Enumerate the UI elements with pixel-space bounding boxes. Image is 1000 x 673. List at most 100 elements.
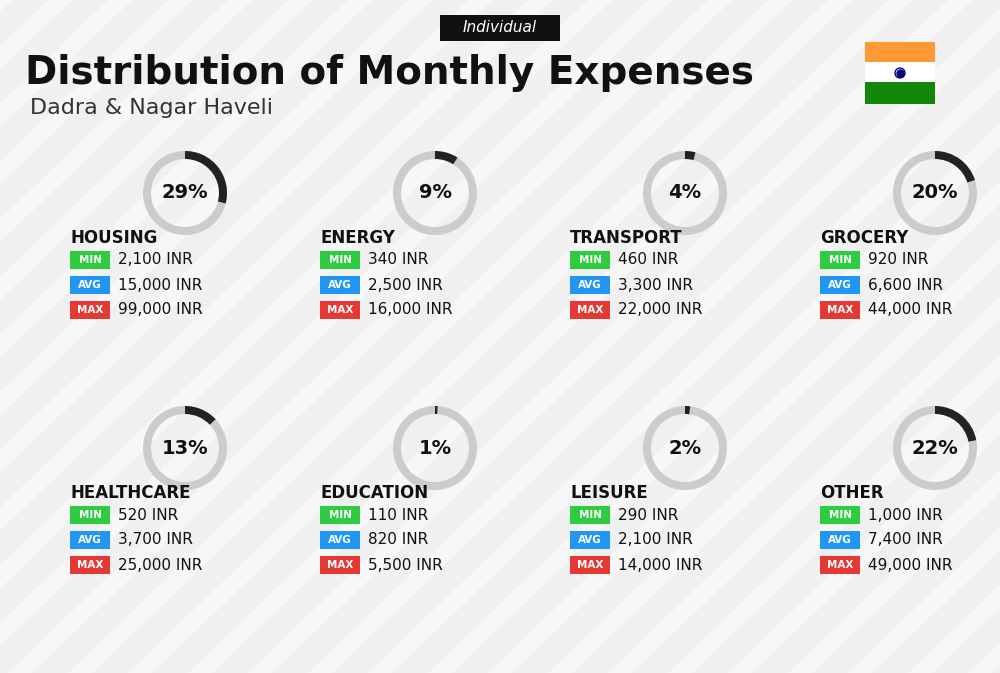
Text: 20%: 20% bbox=[912, 184, 958, 203]
Wedge shape bbox=[143, 151, 227, 235]
Text: AVG: AVG bbox=[578, 535, 602, 545]
FancyBboxPatch shape bbox=[820, 251, 860, 269]
Text: 110 INR: 110 INR bbox=[368, 507, 428, 522]
Text: 29%: 29% bbox=[162, 184, 208, 203]
FancyBboxPatch shape bbox=[320, 531, 360, 549]
Text: 13%: 13% bbox=[162, 439, 208, 458]
Text: AVG: AVG bbox=[78, 280, 102, 290]
Wedge shape bbox=[935, 406, 976, 441]
FancyBboxPatch shape bbox=[570, 531, 610, 549]
FancyBboxPatch shape bbox=[570, 276, 610, 294]
Wedge shape bbox=[685, 406, 690, 415]
FancyBboxPatch shape bbox=[320, 276, 360, 294]
FancyBboxPatch shape bbox=[440, 15, 560, 41]
Text: TRANSPORT: TRANSPORT bbox=[570, 229, 683, 247]
Text: 2,500 INR: 2,500 INR bbox=[368, 277, 443, 293]
Text: 2,100 INR: 2,100 INR bbox=[618, 532, 693, 548]
Text: MIN: MIN bbox=[328, 510, 352, 520]
Text: 1%: 1% bbox=[418, 439, 452, 458]
Text: 15,000 INR: 15,000 INR bbox=[118, 277, 202, 293]
Text: MAX: MAX bbox=[327, 305, 353, 315]
Text: Individual: Individual bbox=[463, 20, 537, 36]
Text: AVG: AVG bbox=[328, 280, 352, 290]
Text: 14,000 INR: 14,000 INR bbox=[618, 557, 702, 573]
Text: 920 INR: 920 INR bbox=[868, 252, 928, 267]
Text: MIN: MIN bbox=[78, 255, 102, 265]
Text: Distribution of Monthly Expenses: Distribution of Monthly Expenses bbox=[25, 54, 754, 92]
Text: EDUCATION: EDUCATION bbox=[320, 484, 428, 502]
Text: 820 INR: 820 INR bbox=[368, 532, 428, 548]
Text: 340 INR: 340 INR bbox=[368, 252, 428, 267]
Wedge shape bbox=[685, 151, 695, 160]
Text: 5,500 INR: 5,500 INR bbox=[368, 557, 443, 573]
Wedge shape bbox=[185, 406, 216, 425]
Text: MAX: MAX bbox=[327, 560, 353, 570]
Wedge shape bbox=[435, 151, 458, 164]
Text: 99,000 INR: 99,000 INR bbox=[118, 302, 203, 318]
FancyBboxPatch shape bbox=[320, 506, 360, 524]
FancyBboxPatch shape bbox=[70, 556, 110, 574]
Wedge shape bbox=[393, 406, 477, 490]
Text: 6,600 INR: 6,600 INR bbox=[868, 277, 943, 293]
Text: 7,400 INR: 7,400 INR bbox=[868, 532, 943, 548]
FancyBboxPatch shape bbox=[70, 531, 110, 549]
Text: MAX: MAX bbox=[577, 560, 603, 570]
FancyBboxPatch shape bbox=[570, 506, 610, 524]
FancyBboxPatch shape bbox=[820, 506, 860, 524]
FancyBboxPatch shape bbox=[320, 556, 360, 574]
FancyBboxPatch shape bbox=[570, 301, 610, 319]
Text: GROCERY: GROCERY bbox=[820, 229, 908, 247]
Text: AVG: AVG bbox=[828, 535, 852, 545]
FancyBboxPatch shape bbox=[865, 62, 935, 84]
Text: Dadra & Nagar Haveli: Dadra & Nagar Haveli bbox=[30, 98, 273, 118]
Text: 520 INR: 520 INR bbox=[118, 507, 178, 522]
Text: MIN: MIN bbox=[828, 255, 852, 265]
Text: 9%: 9% bbox=[418, 184, 452, 203]
Text: 1,000 INR: 1,000 INR bbox=[868, 507, 943, 522]
Text: 3,700 INR: 3,700 INR bbox=[118, 532, 193, 548]
Wedge shape bbox=[393, 151, 477, 235]
Text: 460 INR: 460 INR bbox=[618, 252, 678, 267]
Text: HEALTHCARE: HEALTHCARE bbox=[70, 484, 190, 502]
Text: LEISURE: LEISURE bbox=[570, 484, 648, 502]
Text: 2,100 INR: 2,100 INR bbox=[118, 252, 193, 267]
FancyBboxPatch shape bbox=[70, 276, 110, 294]
Wedge shape bbox=[143, 406, 227, 490]
FancyBboxPatch shape bbox=[820, 301, 860, 319]
Text: AVG: AVG bbox=[78, 535, 102, 545]
Wedge shape bbox=[435, 406, 438, 414]
FancyBboxPatch shape bbox=[865, 82, 935, 104]
Text: HOUSING: HOUSING bbox=[70, 229, 157, 247]
Wedge shape bbox=[185, 151, 227, 203]
Wedge shape bbox=[643, 151, 727, 235]
FancyBboxPatch shape bbox=[320, 301, 360, 319]
Wedge shape bbox=[935, 151, 975, 182]
Text: 44,000 INR: 44,000 INR bbox=[868, 302, 952, 318]
Text: MAX: MAX bbox=[77, 305, 103, 315]
Text: MIN: MIN bbox=[78, 510, 102, 520]
FancyBboxPatch shape bbox=[70, 506, 110, 524]
FancyBboxPatch shape bbox=[820, 556, 860, 574]
Text: 2%: 2% bbox=[668, 439, 702, 458]
Text: AVG: AVG bbox=[578, 280, 602, 290]
Text: MIN: MIN bbox=[828, 510, 852, 520]
Wedge shape bbox=[643, 406, 727, 490]
Text: MIN: MIN bbox=[328, 255, 352, 265]
FancyBboxPatch shape bbox=[820, 276, 860, 294]
Text: 22%: 22% bbox=[912, 439, 958, 458]
FancyBboxPatch shape bbox=[70, 301, 110, 319]
Text: 4%: 4% bbox=[668, 184, 702, 203]
Text: 16,000 INR: 16,000 INR bbox=[368, 302, 452, 318]
Text: 25,000 INR: 25,000 INR bbox=[118, 557, 202, 573]
Wedge shape bbox=[893, 151, 977, 235]
Text: MAX: MAX bbox=[827, 560, 853, 570]
Text: ENERGY: ENERGY bbox=[320, 229, 395, 247]
Text: MAX: MAX bbox=[77, 560, 103, 570]
FancyBboxPatch shape bbox=[570, 556, 610, 574]
FancyBboxPatch shape bbox=[865, 42, 935, 64]
FancyBboxPatch shape bbox=[320, 251, 360, 269]
Text: AVG: AVG bbox=[828, 280, 852, 290]
Text: MAX: MAX bbox=[827, 305, 853, 315]
Text: MIN: MIN bbox=[578, 510, 602, 520]
Text: OTHER: OTHER bbox=[820, 484, 884, 502]
